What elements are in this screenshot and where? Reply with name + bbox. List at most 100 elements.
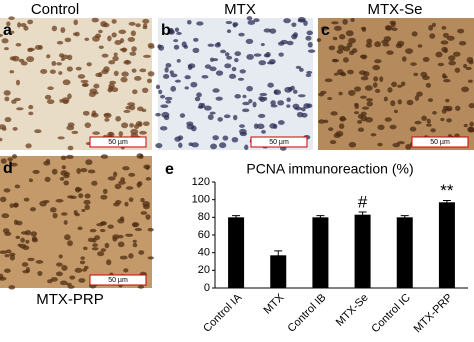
cell-nucleus <box>373 76 379 82</box>
cell-nucleus <box>359 54 368 59</box>
cell-nucleus <box>3 90 11 96</box>
cell-nucleus <box>67 195 74 199</box>
cell-nucleus <box>114 39 122 46</box>
cell-nucleus <box>169 70 174 75</box>
cell-nucleus <box>377 124 385 130</box>
cell-nucleus <box>43 199 50 204</box>
cell-nucleus <box>14 184 21 189</box>
cell-nucleus <box>27 257 35 262</box>
cell-nucleus <box>231 136 239 143</box>
cell-nucleus <box>297 94 306 98</box>
cell-nucleus <box>27 47 34 53</box>
cell-nucleus <box>413 72 419 77</box>
scale-label: 50 µm <box>430 139 450 146</box>
cell-nucleus <box>63 220 68 225</box>
cell-nucleus <box>134 227 143 232</box>
y-tick-label: 80 <box>198 211 210 223</box>
cell-nucleus <box>220 49 227 54</box>
cell-nucleus <box>366 101 373 107</box>
annotation: # <box>358 193 368 212</box>
cell-nucleus <box>4 253 10 258</box>
cell-nucleus <box>348 89 356 96</box>
cell-nucleus <box>409 126 417 132</box>
cell-nucleus <box>30 231 38 237</box>
cell-nucleus <box>92 131 100 135</box>
cell-nucleus <box>30 207 36 212</box>
cell-nucleus <box>118 180 126 185</box>
cell-nucleus <box>69 275 76 280</box>
cell-nucleus <box>1 213 10 219</box>
cell-nucleus <box>426 123 432 127</box>
cell-nucleus <box>61 97 70 104</box>
cell-nucleus <box>357 127 365 132</box>
cell-nucleus <box>11 154 18 159</box>
cell-nucleus <box>142 121 150 127</box>
cell-nucleus <box>136 153 144 159</box>
panel-title: Control <box>31 1 79 18</box>
cell-nucleus <box>61 165 66 170</box>
cell-nucleus <box>129 123 134 128</box>
cell-nucleus <box>365 42 373 48</box>
cell-nucleus <box>123 60 132 65</box>
cell-nucleus <box>390 22 396 28</box>
cell-nucleus <box>270 104 278 108</box>
cell-nucleus <box>467 79 473 83</box>
cell-nucleus <box>117 218 125 224</box>
cell-nucleus <box>111 87 119 93</box>
cell-nucleus <box>46 99 55 105</box>
cell-nucleus <box>338 123 345 130</box>
cell-nucleus <box>246 53 254 60</box>
cell-nucleus <box>188 142 193 147</box>
cell-nucleus <box>374 59 382 64</box>
cell-nucleus <box>23 25 29 31</box>
cell-nucleus <box>374 41 382 48</box>
cell-nucleus <box>3 188 11 193</box>
cell-nucleus <box>113 52 118 57</box>
cell-nucleus <box>59 98 64 103</box>
cell-nucleus <box>66 66 73 72</box>
cell-nucleus <box>60 57 65 62</box>
cell-nucleus <box>234 51 242 57</box>
cell-nucleus <box>139 130 147 135</box>
cell-nucleus <box>51 25 58 32</box>
cell-nucleus <box>286 104 291 108</box>
cell-nucleus <box>0 158 7 164</box>
cell-nucleus <box>118 29 127 35</box>
scale-label: 50 µm <box>269 139 289 146</box>
cell-nucleus <box>15 42 22 47</box>
cell-nucleus <box>43 160 51 166</box>
error-bar <box>316 215 325 220</box>
cell-nucleus <box>127 37 136 42</box>
cell-nucleus <box>37 271 43 276</box>
cell-nucleus <box>56 262 63 267</box>
cell-nucleus <box>132 222 138 228</box>
cell-nucleus <box>427 98 434 103</box>
cell-nucleus <box>372 64 381 71</box>
cell-nucleus <box>215 70 224 76</box>
panel-letter: d <box>3 160 13 177</box>
cell-nucleus <box>128 197 134 202</box>
cell-nucleus <box>346 42 353 48</box>
cell-nucleus <box>100 194 108 200</box>
cell-nucleus <box>145 214 151 220</box>
cell-nucleus <box>82 110 90 116</box>
panel-letter: b <box>161 22 171 39</box>
x-tick-label: MTX-Se <box>334 292 371 329</box>
cell-nucleus <box>338 34 346 40</box>
cell-nucleus <box>13 202 19 208</box>
cell-nucleus <box>132 89 138 95</box>
cell-nucleus <box>120 177 125 182</box>
cell-nucleus <box>203 105 212 111</box>
cell-nucleus <box>454 67 461 73</box>
scale-label: 50 µm <box>108 277 128 284</box>
cell-nucleus <box>381 39 389 45</box>
cell-nucleus <box>204 64 212 69</box>
cell-nucleus <box>147 227 154 232</box>
cell-nucleus <box>114 183 122 190</box>
cell-nucleus <box>91 180 98 186</box>
cell-nucleus <box>465 66 472 71</box>
cell-nucleus <box>238 32 245 37</box>
cell-nucleus <box>73 19 78 26</box>
cell-nucleus <box>32 169 40 175</box>
cell-nucleus <box>55 271 63 277</box>
